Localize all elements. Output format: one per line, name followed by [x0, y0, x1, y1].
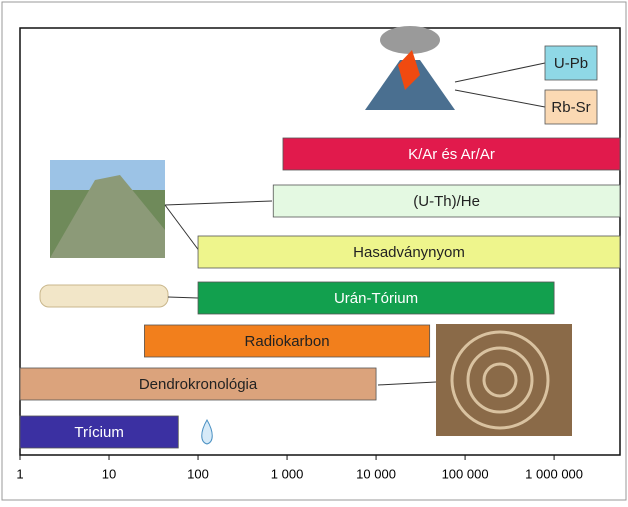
smoke	[380, 26, 440, 54]
chart: 1 10 100 1 000 10 000 100 000 1 000 000 U-Pb Rb-…	[0, 0, 628, 502]
x-tick-label: 10 000	[356, 466, 396, 481]
bar-label: U-Pb	[554, 55, 588, 72]
x-tick-label: 10	[102, 466, 116, 481]
bar-label: Rb-Sr	[551, 99, 590, 116]
bar-label: Dendrokronológia	[139, 376, 258, 393]
bar-label: K/Ar és Ar/Ar	[408, 146, 495, 163]
x-tick-label: 1 000 000	[525, 466, 583, 481]
bar-label: (U-Th)/He	[413, 193, 480, 210]
tree-rings	[436, 324, 572, 436]
bar-label: Trícium	[74, 424, 123, 441]
x-tick-label: 1 000	[271, 466, 304, 481]
x-tick-label: 1	[16, 466, 23, 481]
bar-label: Urán-Tórium	[334, 290, 418, 307]
x-tick-label: 100	[187, 466, 209, 481]
bar-label: Radiokarbon	[245, 333, 330, 350]
bar-label: Hasadványnyom	[353, 244, 465, 261]
bone	[40, 285, 168, 307]
x-tick-label: 100 000	[442, 466, 489, 481]
